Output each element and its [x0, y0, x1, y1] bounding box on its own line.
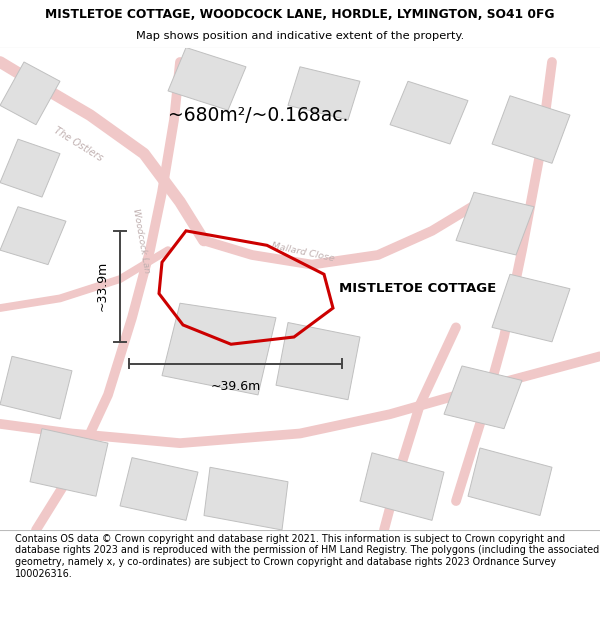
Polygon shape [360, 452, 444, 521]
Polygon shape [168, 48, 246, 110]
Polygon shape [0, 207, 66, 264]
Text: MISTLETOE COTTAGE: MISTLETOE COTTAGE [339, 282, 496, 295]
Polygon shape [30, 429, 108, 496]
Polygon shape [276, 322, 360, 400]
Polygon shape [0, 356, 72, 419]
Polygon shape [492, 274, 570, 342]
Polygon shape [0, 139, 60, 197]
Polygon shape [468, 448, 552, 516]
Text: ~680m²/~0.168ac.: ~680m²/~0.168ac. [168, 106, 349, 124]
Polygon shape [444, 366, 522, 429]
Text: The Ostlers: The Ostlers [52, 125, 104, 163]
Polygon shape [288, 67, 360, 120]
Text: ~33.9m: ~33.9m [95, 261, 109, 311]
Polygon shape [492, 96, 570, 163]
Text: MISTLETOE COTTAGE, WOODCOCK LANE, HORDLE, LYMINGTON, SO41 0FG: MISTLETOE COTTAGE, WOODCOCK LANE, HORDLE… [45, 8, 555, 21]
Text: Contains OS data © Crown copyright and database right 2021. This information is : Contains OS data © Crown copyright and d… [15, 534, 599, 579]
Polygon shape [120, 458, 198, 521]
Text: ~39.6m: ~39.6m [211, 380, 260, 393]
Polygon shape [204, 468, 288, 530]
Polygon shape [0, 62, 60, 125]
Polygon shape [162, 303, 276, 395]
Text: Map shows position and indicative extent of the property.: Map shows position and indicative extent… [136, 31, 464, 41]
Polygon shape [456, 192, 534, 255]
Text: Mallard Close: Mallard Close [271, 241, 335, 263]
Polygon shape [390, 81, 468, 144]
Text: Woodcock Lan: Woodcock Lan [131, 208, 151, 274]
